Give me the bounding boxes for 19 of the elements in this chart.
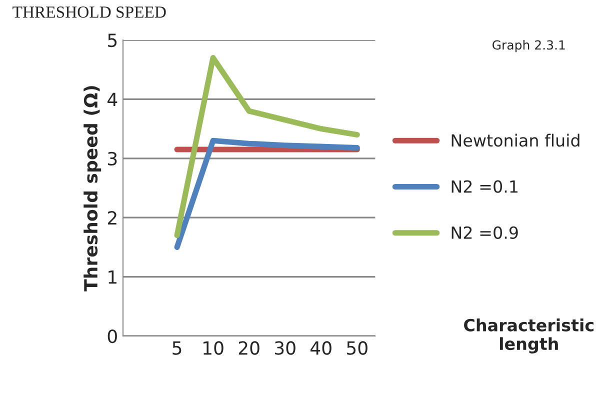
x-tick-label: 20 [238, 341, 260, 355]
x-tick-label: 10 [204, 341, 224, 355]
legend-label: N2 =0.1 [452, 180, 518, 193]
x-tick-label: 40 [310, 341, 332, 355]
x-tick-label: 30 [274, 341, 296, 355]
y-tick-label: 4 [108, 92, 118, 106]
legend-label: Newtonian fluid [452, 134, 580, 147]
x-tick-label: 50 [347, 341, 368, 355]
y-tick-label: 3 [108, 152, 117, 166]
legend-label: N2 =0.9 [452, 226, 518, 239]
text: Characteristic length [464, 318, 594, 354]
x-tick-label: 5 [172, 341, 182, 355]
y-tick-label: 2 [108, 211, 116, 224]
y-tick-label: 0 [108, 329, 117, 344]
chart-title: THRESHOLD SPEED [12, 6, 166, 18]
y-tick-label: 5 [108, 34, 117, 48]
y-tick-label: 1 [108, 270, 116, 284]
y-axis-title: Threshold speed (Ω) [84, 86, 102, 292]
caption: Graph 2.3.1 [492, 40, 565, 52]
